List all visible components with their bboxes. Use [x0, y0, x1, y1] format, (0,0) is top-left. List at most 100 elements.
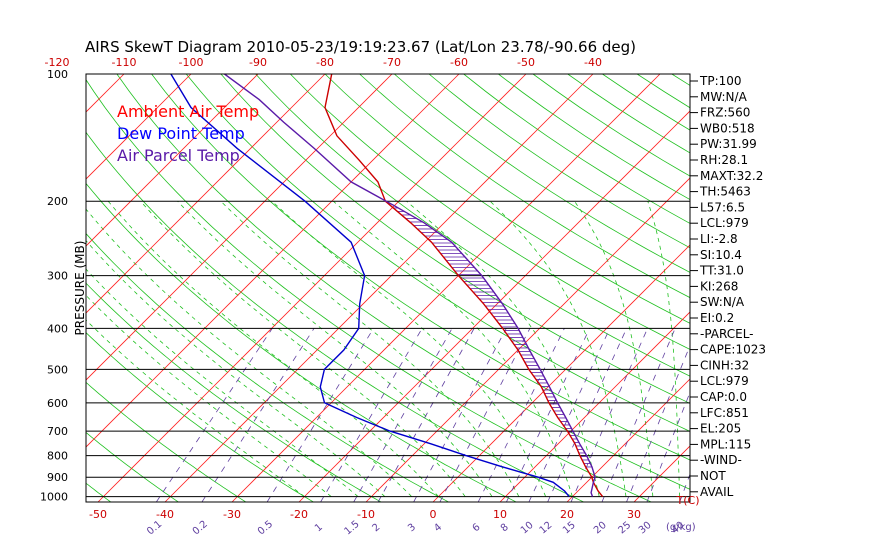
dry-adiabat-line: [116, 74, 690, 490]
mixing-ratio-lines: [155, 328, 690, 502]
index-label: CAP:0.0: [700, 390, 747, 404]
index-label: MAXT:32.2: [700, 169, 763, 183]
dry-adiabat-line: [324, 74, 690, 324]
dry-adiabat-line: [86, 131, 584, 502]
mixing-ratio-tick-label: 25: [616, 520, 633, 537]
mixing-ratio-tick-label: 3: [406, 522, 418, 535]
mixing-ratio-tick-label: 8: [499, 522, 511, 535]
index-label: NOT: [700, 469, 726, 483]
dry-adiabat-line: [220, 74, 690, 404]
index-label: PW:31.99: [700, 137, 757, 151]
dry-adiabat-line: [428, 74, 690, 249]
mixing-ratio-line: [413, 328, 507, 502]
pressure-tick-label: 700: [47, 425, 68, 438]
dry-adiabat-line: [776, 74, 870, 502]
moist-adiabat-line: [86, 208, 412, 497]
dry-adiabat-line: [741, 74, 870, 502]
mixing-ratio-line: [266, 328, 374, 502]
index-label: WB0:518: [700, 121, 755, 135]
mixing-ratio-line: [477, 328, 565, 502]
index-label: EI:0.2: [700, 311, 734, 325]
index-label: LFC:851: [700, 406, 749, 420]
mixing-ratio-line: [528, 328, 611, 502]
bottom-temp-tick-label: -10: [357, 508, 375, 521]
pressure-tick-label: 500: [47, 363, 68, 376]
mixing-ratio-tick-label: 1.5: [342, 519, 361, 538]
index-label: RH:28.1: [700, 153, 748, 167]
ambient-temp-line: [324, 74, 604, 498]
dry-adiabat-line: [0, 74, 43, 502]
index-label: SI:10.4: [700, 248, 742, 262]
y-axis-label: PRESSURE (MB): [73, 241, 87, 336]
top-temp-tick-label: -120: [45, 56, 70, 69]
moist-adiabat-line: [333, 200, 573, 497]
moist-adiabat-line: [647, 201, 680, 497]
index-label: SW:N/A: [700, 295, 745, 309]
moist-adiabat-line: [177, 200, 493, 497]
bottom-temp-tick-label: 30: [627, 508, 641, 521]
legend-entry: Dew Point Temp: [117, 124, 245, 143]
isotherm-line: [86, 74, 326, 314]
index-label: MW:N/A: [700, 90, 748, 104]
mixing-ratio-unit-label: (g/kg): [666, 522, 696, 533]
isotherm-line: [499, 311, 690, 502]
isobar-lines: [86, 73, 690, 498]
top-temp-tick-label: -80: [316, 56, 334, 69]
top-temp-tick-label: -70: [383, 56, 401, 69]
mixing-ratio-line: [377, 328, 475, 502]
moist-adiabat-line: [406, 200, 600, 497]
top-temp-tick-label: -100: [179, 56, 204, 69]
dry-adiabat-line: [394, 74, 690, 273]
dry-adiabat-line: [86, 79, 652, 502]
pressure-tick-label: 200: [47, 195, 68, 208]
isotherm-line: [86, 74, 192, 180]
isotherm-line: [768, 74, 870, 502]
index-label: KI:268: [700, 279, 738, 293]
top-temp-tick-label: -40: [584, 56, 602, 69]
index-label: CAPE:1023: [700, 343, 766, 357]
index-label: FRZ:560: [700, 106, 750, 120]
mixing-ratio-tick-label: 0.5: [256, 519, 275, 538]
index-label: -WIND-: [700, 453, 742, 467]
mixing-ratio-tick-label: 2: [370, 522, 382, 535]
bottom-temp-tick-label: -40: [156, 508, 174, 521]
dry-adiabat-line: [86, 381, 247, 502]
isotherm-line: [298, 110, 690, 502]
top-temp-tick-label: -60: [450, 56, 468, 69]
bottom-temp-tick-label: -50: [89, 508, 107, 521]
moist-adiabat-line: [86, 240, 386, 497]
index-label: TH:5463: [699, 185, 751, 199]
dry-adiabat-line: [86, 332, 314, 502]
parcel-temp-line: [224, 74, 596, 497]
isotherm-line: [86, 74, 259, 247]
mixing-ratio-line: [439, 328, 531, 502]
dry-adiabat-line: [359, 74, 690, 299]
isotherm-line: [231, 74, 661, 502]
index-label: CINH:32: [700, 358, 749, 372]
dry-adiabat-line: [290, 74, 690, 350]
mixing-ratio-line: [320, 328, 423, 502]
dry-adiabat-line: [185, 74, 690, 432]
mixing-ratio-tick-label: 12: [538, 520, 555, 537]
dew-point-line: [170, 74, 570, 498]
mixing-ratio-line: [626, 344, 690, 502]
legend-entry: Ambient Air Temp: [117, 102, 259, 121]
mixing-ratio-line: [547, 328, 627, 502]
dry-adiabat-line: [845, 74, 870, 502]
dry-adiabat-line: [86, 182, 517, 502]
mixing-ratio-tick-label: 1: [313, 522, 325, 535]
x-axis-label: T(C): [676, 494, 700, 507]
top-temp-tick-label: -110: [112, 56, 137, 69]
plot-frame: [85, 73, 691, 503]
mixing-ratio-tick-label: 10: [519, 520, 536, 537]
bottom-temp-tick-label: -30: [223, 508, 241, 521]
dry-adiabat-line: [86, 282, 382, 502]
top-temp-tick-label: -90: [249, 56, 267, 69]
index-label: L57:6.5: [700, 200, 745, 214]
index-label: LCL:979: [700, 374, 749, 388]
isotherm-line: [86, 74, 460, 448]
index-label: TP:100: [699, 74, 742, 88]
pressure-tick-label: 600: [47, 397, 68, 410]
mixing-ratio-tick-label: 15: [561, 520, 578, 537]
